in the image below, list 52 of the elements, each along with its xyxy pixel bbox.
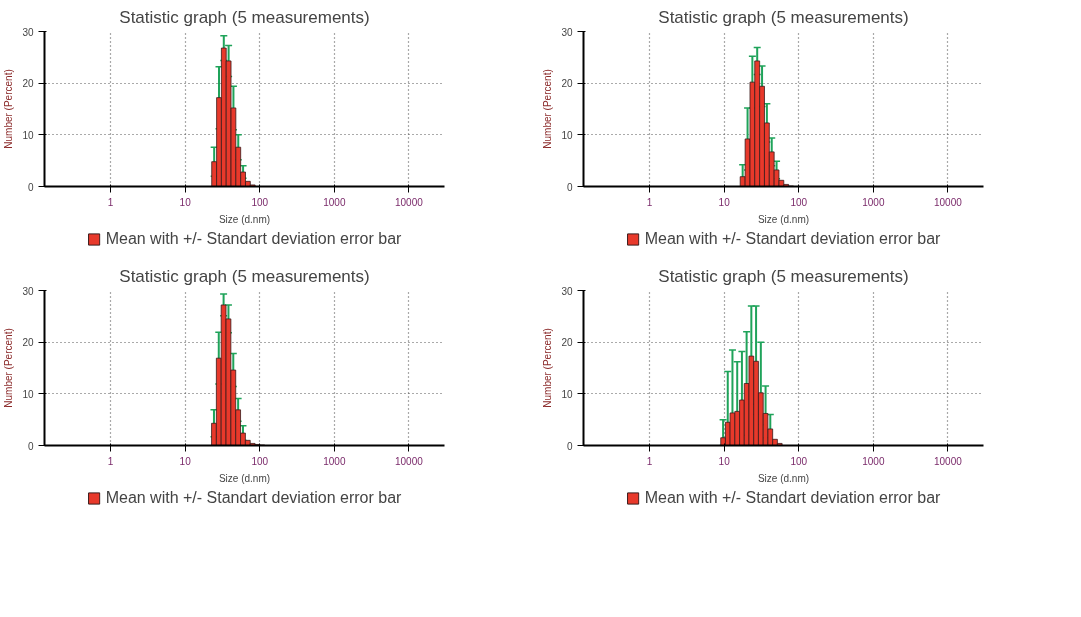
- chart-title: Statistic graph (5 measurements): [658, 266, 909, 286]
- y-tick-label: 0: [27, 181, 34, 193]
- x-tick-label: 10: [179, 196, 192, 208]
- x-axis-title: Size (d.nm): [757, 213, 810, 225]
- x-tick-label: 1000: [323, 196, 346, 208]
- x-tick-label: 100: [251, 196, 269, 208]
- y-tick-label: 10: [561, 129, 573, 141]
- legend-label: Mean with +/- Standart deviation error bar: [644, 230, 941, 248]
- y-tick-label: 20: [561, 78, 573, 90]
- x-tick-label: 1000: [862, 455, 885, 467]
- y-axis-title: Number (Percent): [3, 328, 15, 408]
- y-tick-label: 30: [561, 285, 573, 297]
- x-tick-label: 10000: [934, 196, 963, 208]
- y-tick-label: 10: [22, 129, 34, 141]
- chart-title: Statistic graph (5 measurements): [119, 7, 370, 27]
- y-axis-title: Number (Percent): [3, 69, 15, 149]
- y-tick-label: 30: [22, 285, 34, 297]
- y-tick-label: 0: [566, 440, 573, 452]
- y-tick-label: 10: [561, 388, 573, 400]
- y-tick-label: 0: [566, 181, 573, 193]
- x-tick-label: 10: [718, 196, 731, 208]
- y-tick-label: 30: [561, 26, 573, 38]
- x-tick-label: 10000: [395, 455, 424, 467]
- x-tick-label: 10: [179, 455, 192, 467]
- x-tick-label: 1: [646, 196, 653, 208]
- x-tick-label: 10000: [934, 455, 963, 467]
- x-axis-title: Size (d.nm): [757, 472, 810, 484]
- x-axis-title: Size (d.nm): [218, 472, 271, 484]
- x-tick-label: 10000: [395, 196, 424, 208]
- x-tick-label: 1000: [323, 455, 346, 467]
- y-tick-label: 0: [27, 440, 34, 452]
- y-tick-label: 30: [22, 26, 34, 38]
- y-axis-title: Number (Percent): [542, 328, 554, 408]
- x-tick-label: 1: [107, 455, 114, 467]
- chart-title: Statistic graph (5 measurements): [119, 266, 370, 286]
- y-tick-label: 20: [561, 337, 573, 349]
- legend-label: Mean with +/- Standart deviation error bar: [105, 230, 402, 248]
- x-tick-label: 100: [790, 196, 808, 208]
- chart-title: Statistic graph (5 measurements): [658, 7, 909, 27]
- x-tick-label: 100: [251, 455, 269, 467]
- x-tick-label: 1: [107, 196, 114, 208]
- legend-label: Mean with +/- Standart deviation error bar: [105, 489, 402, 507]
- y-axis-title: Number (Percent): [542, 69, 554, 149]
- x-tick-label: 100: [790, 455, 808, 467]
- y-tick-label: 20: [22, 337, 34, 349]
- x-tick-label: 1000: [862, 196, 885, 208]
- x-axis-title: Size (d.nm): [218, 213, 271, 225]
- y-tick-label: 20: [22, 78, 34, 90]
- x-tick-label: 1: [646, 455, 653, 467]
- y-tick-label: 10: [22, 388, 34, 400]
- legend-label: Mean with +/- Standart deviation error bar: [644, 489, 941, 507]
- x-tick-label: 10: [718, 455, 731, 467]
